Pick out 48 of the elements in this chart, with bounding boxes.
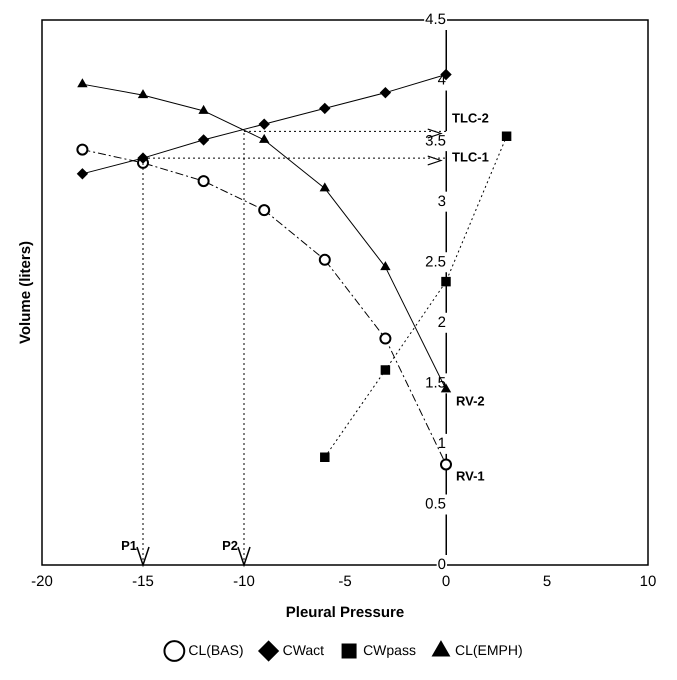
y-tick-label: 3.5 <box>425 132 446 150</box>
ref-line-label: P1 <box>121 538 137 554</box>
point <box>138 152 148 164</box>
point <box>258 204 270 216</box>
x-tick-label: -5 <box>338 573 352 590</box>
legend-label: CL(EMPH) <box>454 642 523 658</box>
x-axis-title: Pleural Pressure <box>286 604 404 622</box>
x-tick-label: -15 <box>132 573 154 590</box>
point <box>379 332 392 345</box>
legend-label: CWpass <box>363 642 416 658</box>
x-tick-label: 5 <box>542 573 552 590</box>
point <box>319 102 330 114</box>
ref-line-label: TLC-1 <box>452 150 489 165</box>
legend-label: CWact <box>282 642 324 658</box>
y-axis-title: Volume (liters) <box>17 240 34 344</box>
point <box>380 365 390 375</box>
point <box>502 132 512 142</box>
y-tick-label: 0 <box>438 556 446 574</box>
ref-line-label: TLC-2 <box>452 110 489 126</box>
point <box>138 90 148 98</box>
point <box>259 134 270 143</box>
point <box>258 118 270 130</box>
point <box>380 262 390 270</box>
y-tick-label: 3 <box>438 192 446 210</box>
y-tick-label: 0.5 <box>425 496 446 513</box>
y-tick-label: 2.5 <box>425 253 446 270</box>
x-tick-label: -10 <box>233 573 255 590</box>
legend-label: CL(BAS) <box>188 642 244 658</box>
x-tick-label: 10 <box>640 573 656 590</box>
point <box>78 78 88 88</box>
point <box>198 105 208 114</box>
y-tick-label: 1 <box>438 435 446 452</box>
point <box>198 134 210 146</box>
x-tick-label: -20 <box>31 573 53 590</box>
ref-line-label: P2 <box>222 538 238 554</box>
point <box>198 175 210 188</box>
annotation: RV-2 <box>456 393 485 408</box>
y-tick-label: 2 <box>438 314 446 331</box>
point <box>380 87 391 98</box>
annotation: RV-1 <box>456 468 485 484</box>
y-tick-label: 4.5 <box>425 11 446 28</box>
point <box>318 254 331 266</box>
point <box>441 276 451 286</box>
point <box>320 452 330 462</box>
point <box>440 458 452 470</box>
point <box>320 182 330 192</box>
point <box>76 168 88 180</box>
point <box>76 144 88 156</box>
